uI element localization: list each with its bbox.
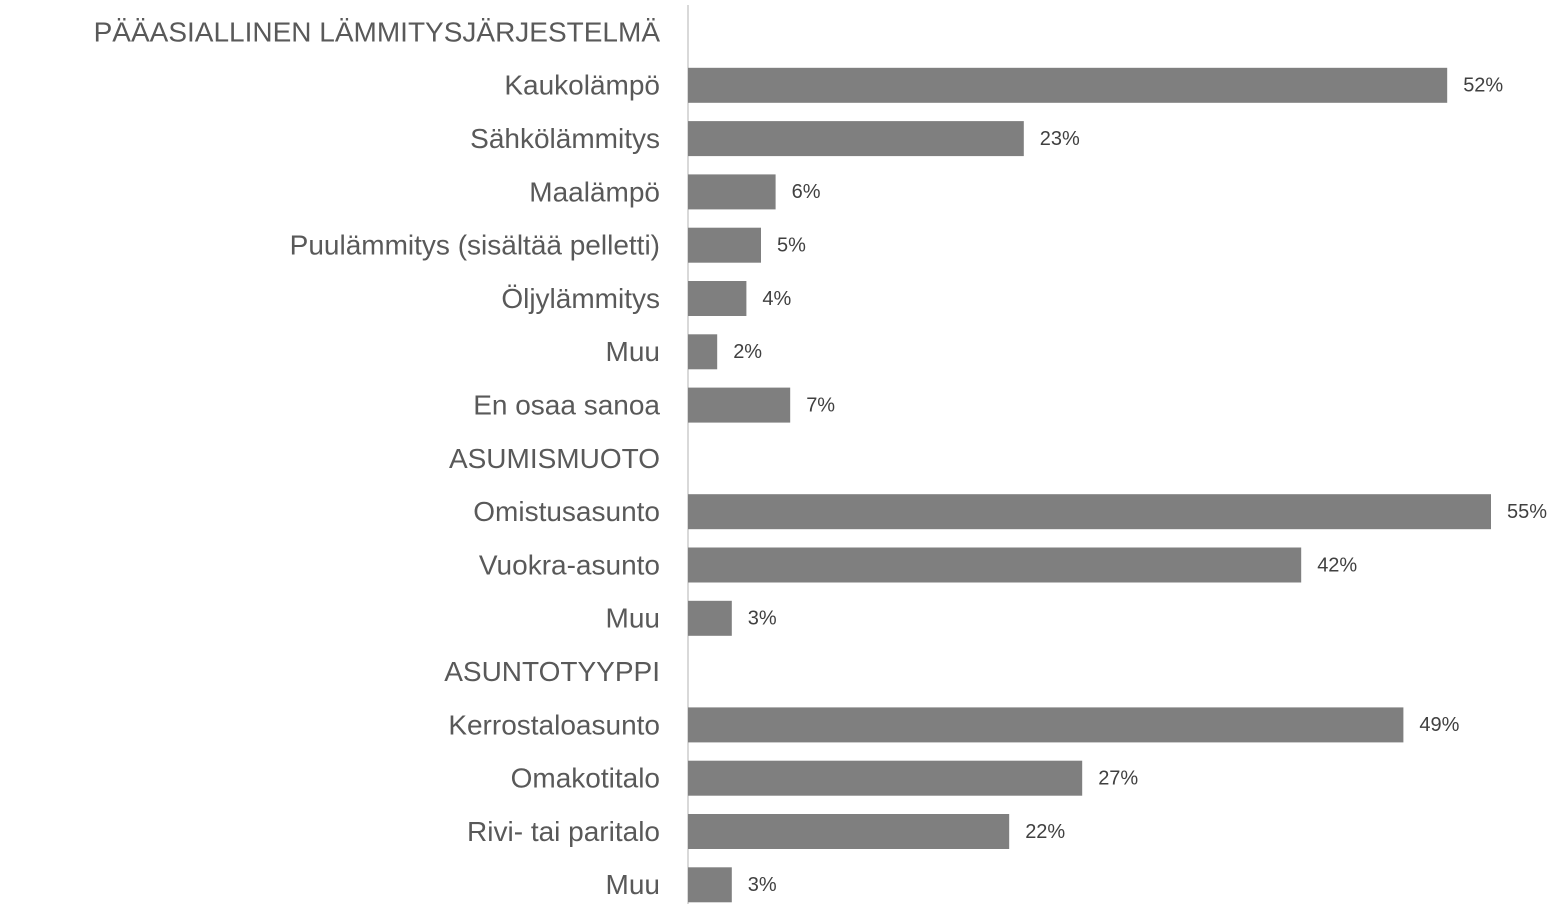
bar <box>688 600 732 636</box>
bar <box>688 174 776 210</box>
bar <box>688 494 1491 530</box>
category-label: Muu <box>606 336 660 367</box>
value-label: 23% <box>1040 128 1080 150</box>
category-label: Rivi- tai paritalo <box>467 816 660 847</box>
bar <box>688 334 718 370</box>
value-label: 52% <box>1463 75 1503 97</box>
category-label: En osaa sanoa <box>473 389 660 420</box>
bar <box>688 814 1010 849</box>
value-label: 6% <box>792 181 821 203</box>
category-label: Omistusasunto <box>473 496 660 527</box>
bar <box>688 760 1083 796</box>
value-label: 22% <box>1025 821 1065 843</box>
section-header: PÄÄASIALLINEN LÄMMITYSJÄRJESTELMÄ <box>94 16 661 47</box>
category-label: Kerrostaloasunto <box>448 709 660 740</box>
category-label: Muu <box>606 603 660 634</box>
bar <box>688 281 747 316</box>
value-label: 55% <box>1507 501 1547 523</box>
value-label: 3% <box>748 874 777 896</box>
section-header: ASUNTOTYYPPI <box>444 656 660 687</box>
category-label: Kaukolämpö <box>504 70 660 101</box>
bar <box>688 387 791 423</box>
value-label: 5% <box>777 234 806 256</box>
value-label: 7% <box>806 394 835 416</box>
category-label: Omakotitalo <box>511 763 660 794</box>
bar <box>688 707 1404 743</box>
bar <box>688 867 732 903</box>
value-label: 2% <box>733 341 762 363</box>
category-label: Puulämmitys (sisältää pelletti) <box>290 230 660 261</box>
value-label: 27% <box>1098 767 1138 789</box>
value-label: 4% <box>762 288 791 310</box>
category-label: Maalämpö <box>529 176 660 207</box>
category-label: Muu <box>606 869 660 900</box>
section-header: ASUMISMUOTO <box>449 443 660 474</box>
bar <box>688 67 1448 103</box>
category-label: Vuokra-asunto <box>479 549 660 580</box>
bar <box>688 547 1302 583</box>
category-label: Öljylämmitys <box>501 283 660 314</box>
category-label: Sähkölämmitys <box>470 123 660 154</box>
value-label: 3% <box>748 608 777 630</box>
bar <box>688 121 1024 157</box>
bar <box>688 227 761 263</box>
value-label: 42% <box>1317 554 1357 576</box>
value-label: 49% <box>1419 714 1459 736</box>
